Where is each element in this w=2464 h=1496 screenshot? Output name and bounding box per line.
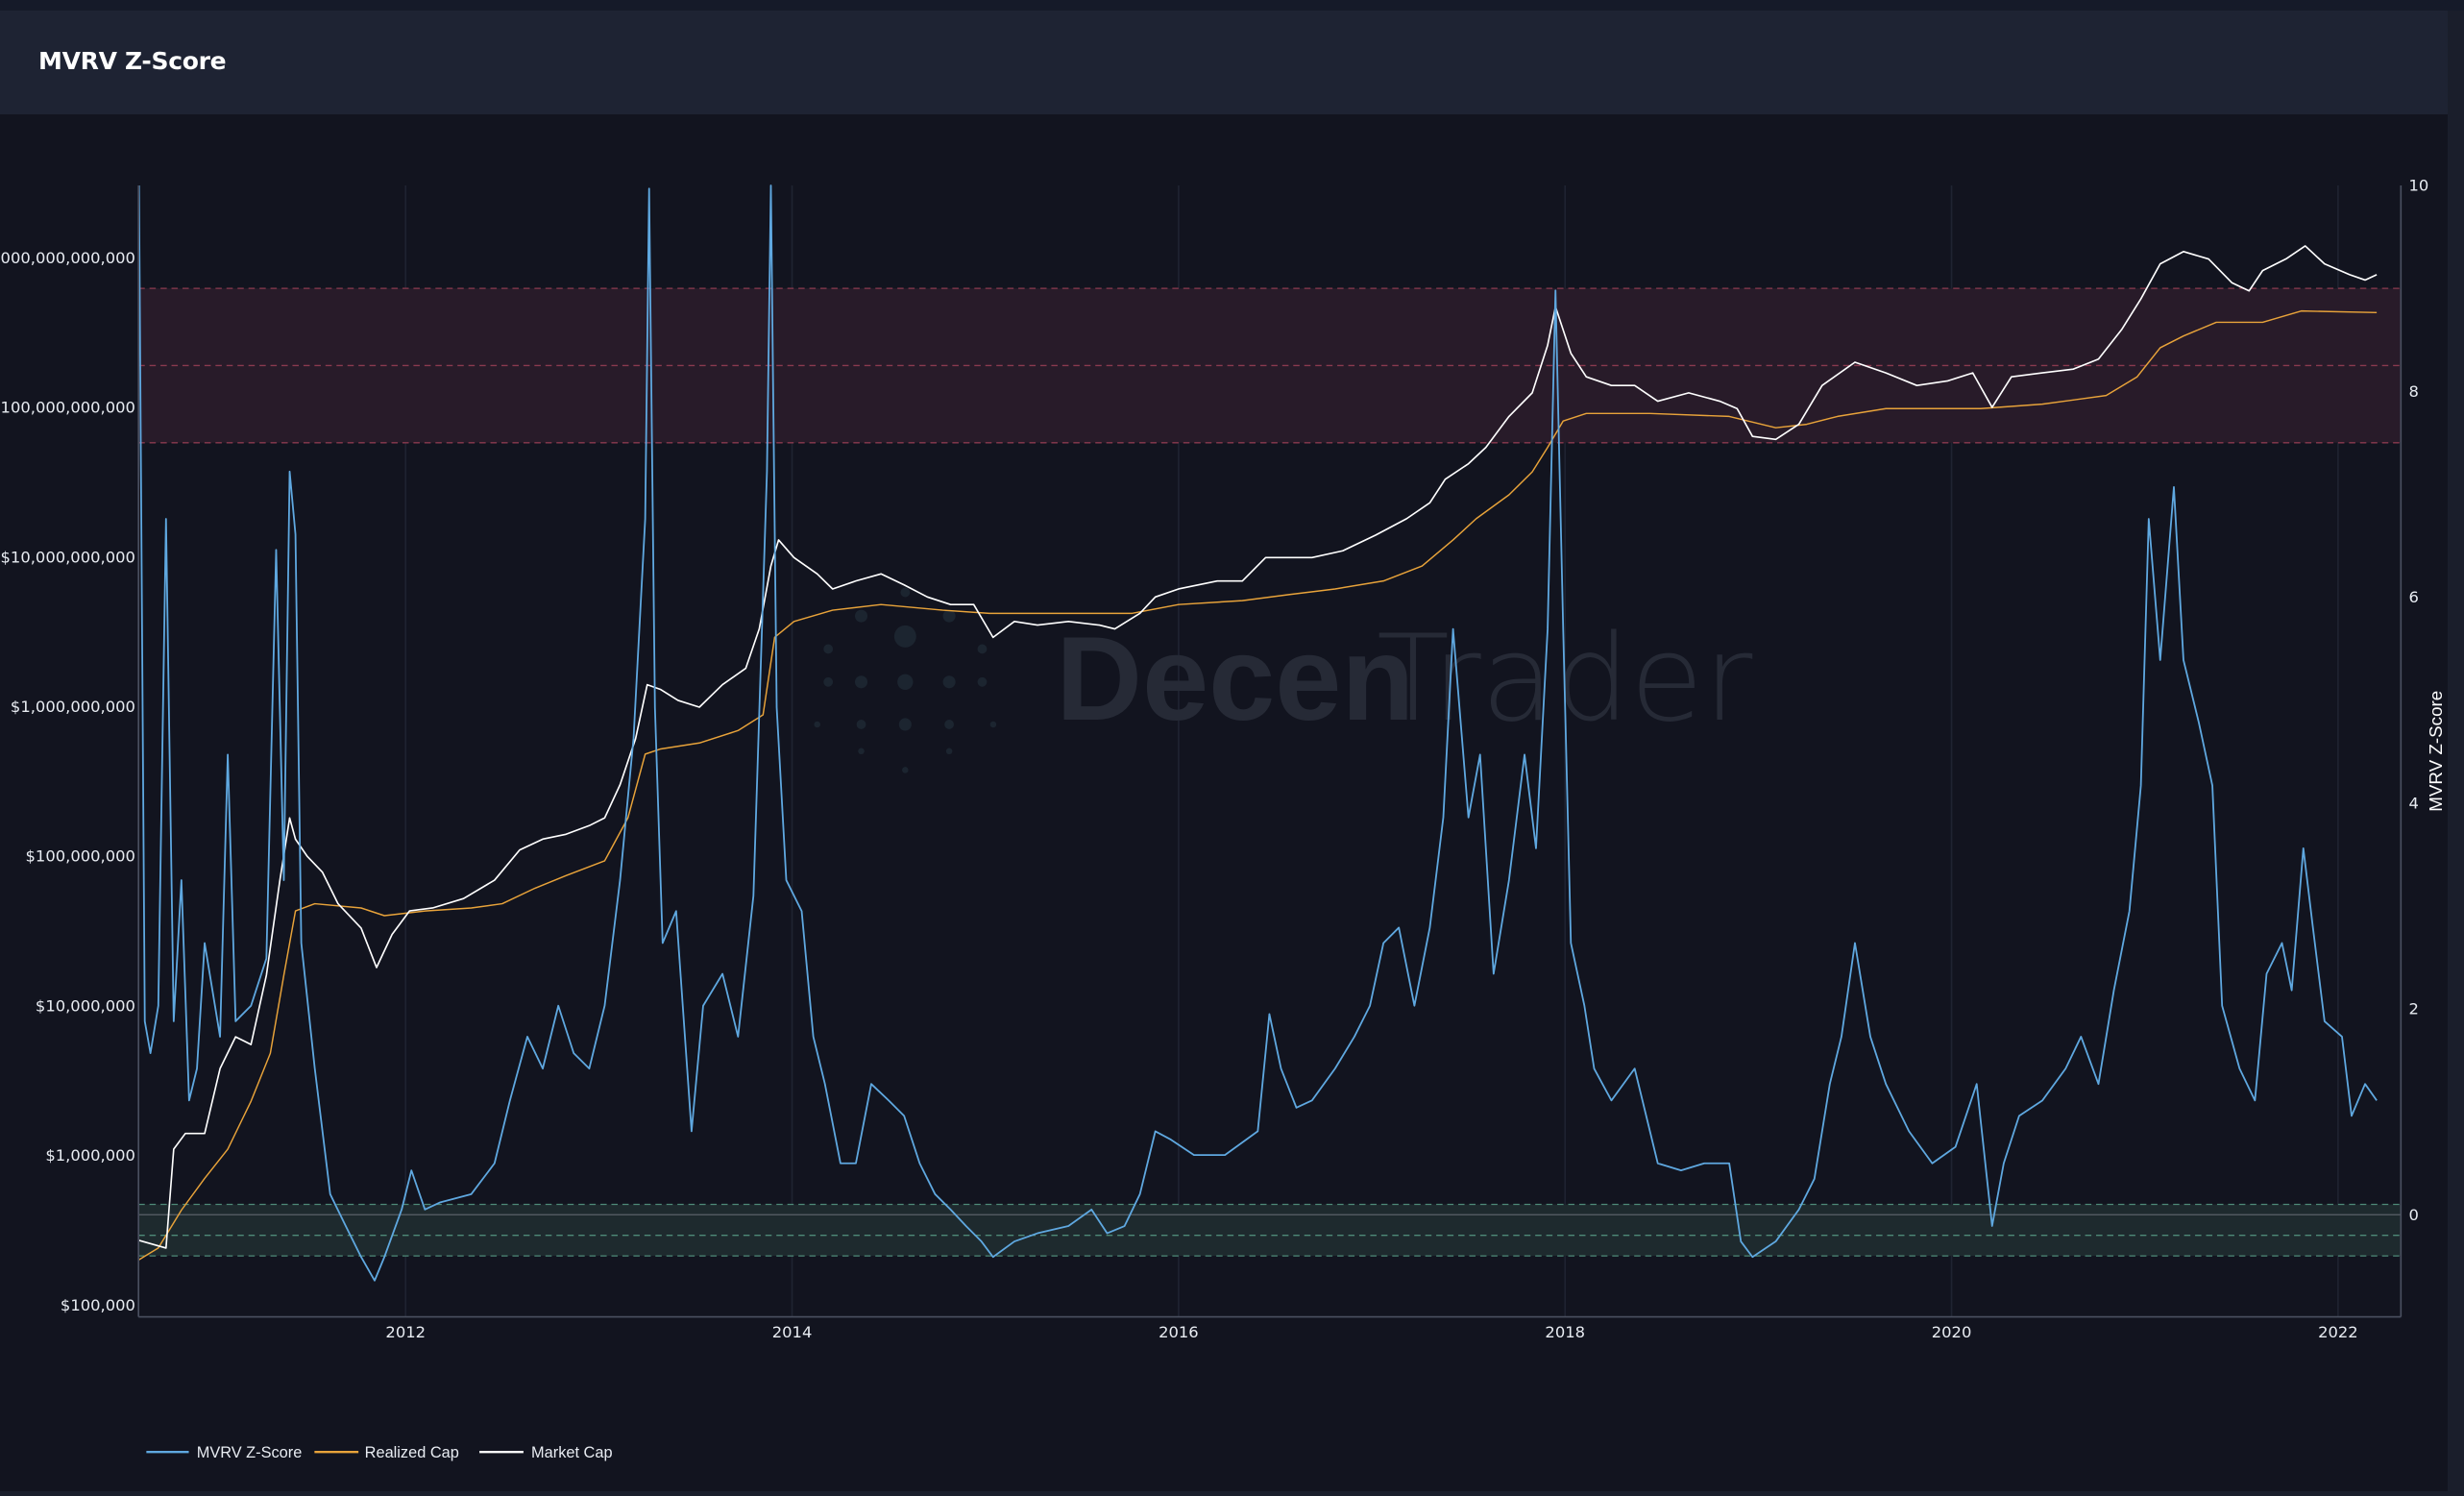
y-left-tick-label: $10,000,000,000: [1, 548, 135, 566]
legend-item-zscore[interactable]: MVRV Z-Score: [146, 1444, 302, 1461]
watermark-dot: [893, 625, 916, 648]
page-title: MVRV Z-Score: [38, 47, 227, 75]
y-right-tick-label: 4: [2408, 794, 2418, 812]
axes: [137, 184, 2403, 1318]
tick-labels: 2012 2014 2016 2018 2020 2022 $100,000 $1,000,0…: [0, 177, 2428, 1341]
top-strip: [0, 0, 2464, 11]
series-lines: [137, 184, 2378, 1282]
y-left-tick-label: $1,000,000: [45, 1146, 135, 1165]
series-line-mvrv-z-score: [137, 184, 2378, 1282]
y-right-tick-label: 2: [2408, 1000, 2418, 1018]
y-left-tick-label: $100,000,000: [26, 847, 135, 866]
watermark-dot: [944, 720, 955, 729]
x-tick-label: 2012: [385, 1323, 426, 1341]
y-right-tick-label: 6: [2408, 588, 2418, 606]
legend-item-realized-cap[interactable]: Realized Cap: [314, 1444, 459, 1461]
legend-label-realized-cap: Realized Cap: [365, 1444, 459, 1461]
watermark-dot: [977, 676, 988, 687]
watermark-dot: [900, 587, 911, 598]
watermark-dot: [854, 675, 868, 689]
right-axis-title: MVRV Z-Score: [2426, 691, 2446, 812]
y-right-tick-label: 8: [2408, 382, 2418, 401]
legend-label-zscore: MVRV Z-Score: [197, 1444, 303, 1461]
watermark-dot: [814, 721, 820, 728]
zone-bands: [138, 287, 2402, 1257]
chart-header: MVRV Z-Score: [0, 11, 2448, 114]
watermark-dot: [856, 720, 866, 729]
y-left-tick-label: $1,000,000,000: [11, 698, 135, 716]
watermark-dot: [858, 748, 865, 755]
watermark-dot: [898, 718, 912, 731]
watermark-dot: [823, 644, 834, 654]
watermark-dot: [942, 675, 956, 689]
y-right-tick-label: 10: [2408, 177, 2428, 195]
legend: MVRV Z-Score Realized Cap Market Cap: [146, 1444, 613, 1461]
x-tick-label: 2016: [1159, 1323, 1199, 1341]
y-left-tick-label: $10,000,000: [36, 996, 135, 1015]
series-line-market-cap: [138, 245, 2378, 1249]
watermark-dot: [945, 748, 953, 755]
watermark-dot: [942, 609, 956, 623]
watermark-dot: [823, 676, 834, 687]
x-tick-label: 2018: [1545, 1323, 1585, 1341]
y-left-tick-label: $100,000: [61, 1296, 135, 1314]
y-left-tick-label: $100,000,000,000: [0, 399, 135, 417]
watermark: Decen Trader: [814, 587, 1752, 773]
legend-item-market-cap[interactable]: Market Cap: [479, 1444, 613, 1461]
x-tick-label: 2022: [2318, 1323, 2358, 1341]
watermark-bold: Decen: [1056, 612, 1414, 746]
series-line-realized-cap: [138, 309, 2378, 1261]
watermark-dot: [989, 721, 997, 728]
watermark-dot: [977, 644, 988, 654]
x-tick-label: 2020: [1932, 1323, 1972, 1341]
undervalued-zone: [138, 1204, 2402, 1257]
watermark-logo-icon: [814, 587, 997, 773]
legend-label-market-cap: Market Cap: [531, 1444, 612, 1461]
watermark-dot: [854, 609, 868, 623]
y-right-tick-label: 0: [2408, 1206, 2418, 1224]
watermark-dot: [902, 767, 909, 773]
overvalued-zone: [138, 288, 2402, 443]
watermark-dot: [897, 674, 914, 690]
y-left-tick-label: $1,000,000,000,000: [0, 249, 135, 267]
bottom-strip: [0, 1491, 2464, 1496]
x-tick-label: 2014: [772, 1323, 813, 1341]
page-scrollbar[interactable]: [2448, 11, 2464, 1496]
